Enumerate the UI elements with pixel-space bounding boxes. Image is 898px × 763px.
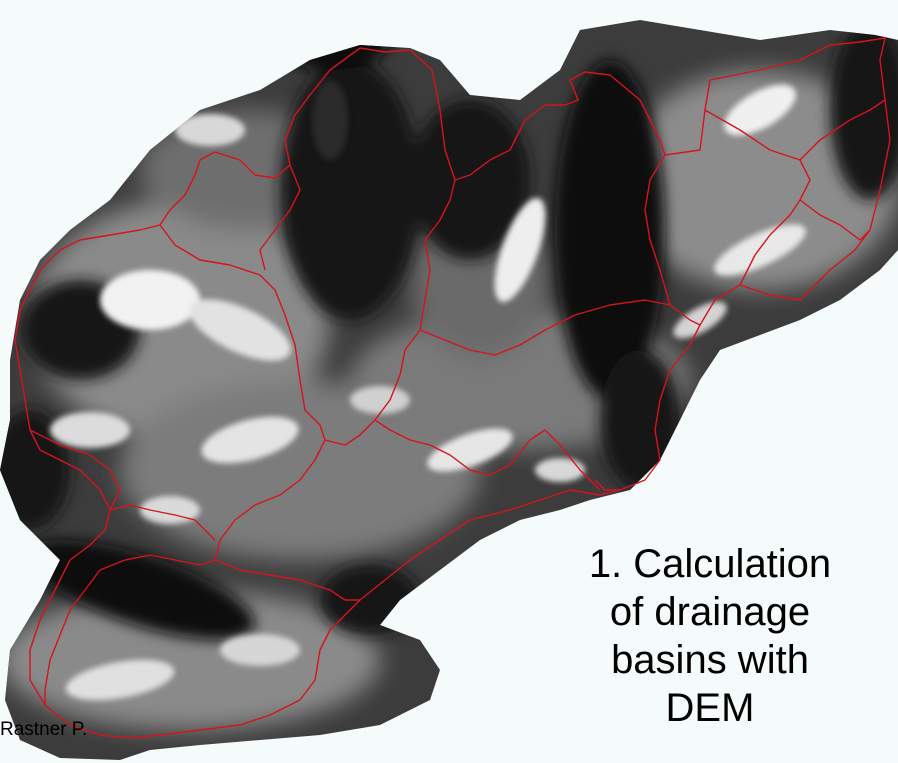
basin-boundary-n bbox=[594, 479, 620, 491]
basin-boundary-d bbox=[259, 164, 301, 271]
slide-caption: 1. Calculation of drainage basins with D… bbox=[560, 540, 860, 732]
caption-line-3: basins with bbox=[611, 638, 809, 682]
basin-boundary-outer bbox=[29, 37, 891, 739]
caption-line-1: 1. Calculation bbox=[588, 542, 832, 586]
basin-boundary-k bbox=[799, 199, 871, 241]
basin-boundary-c bbox=[29, 429, 121, 511]
author-credit: Rastner P. bbox=[0, 719, 88, 740]
basin-boundary-h bbox=[644, 154, 671, 306]
basin-boundaries bbox=[14, 37, 891, 739]
caption-line-2: of drainage bbox=[609, 590, 811, 634]
basin-boundary-a bbox=[99, 224, 326, 571]
basin-boundary-f bbox=[374, 419, 601, 491]
basin-boundary-g bbox=[419, 179, 456, 331]
basin-boundary-m bbox=[214, 559, 360, 601]
caption-line-4: DEM bbox=[665, 686, 755, 730]
basin-boundary-j bbox=[799, 99, 886, 161]
basin-boundary-b bbox=[109, 504, 216, 541]
basin-boundary-i bbox=[704, 109, 811, 286]
basin-boundary-west bbox=[14, 47, 361, 561]
basin-boundary-l bbox=[44, 569, 101, 705]
